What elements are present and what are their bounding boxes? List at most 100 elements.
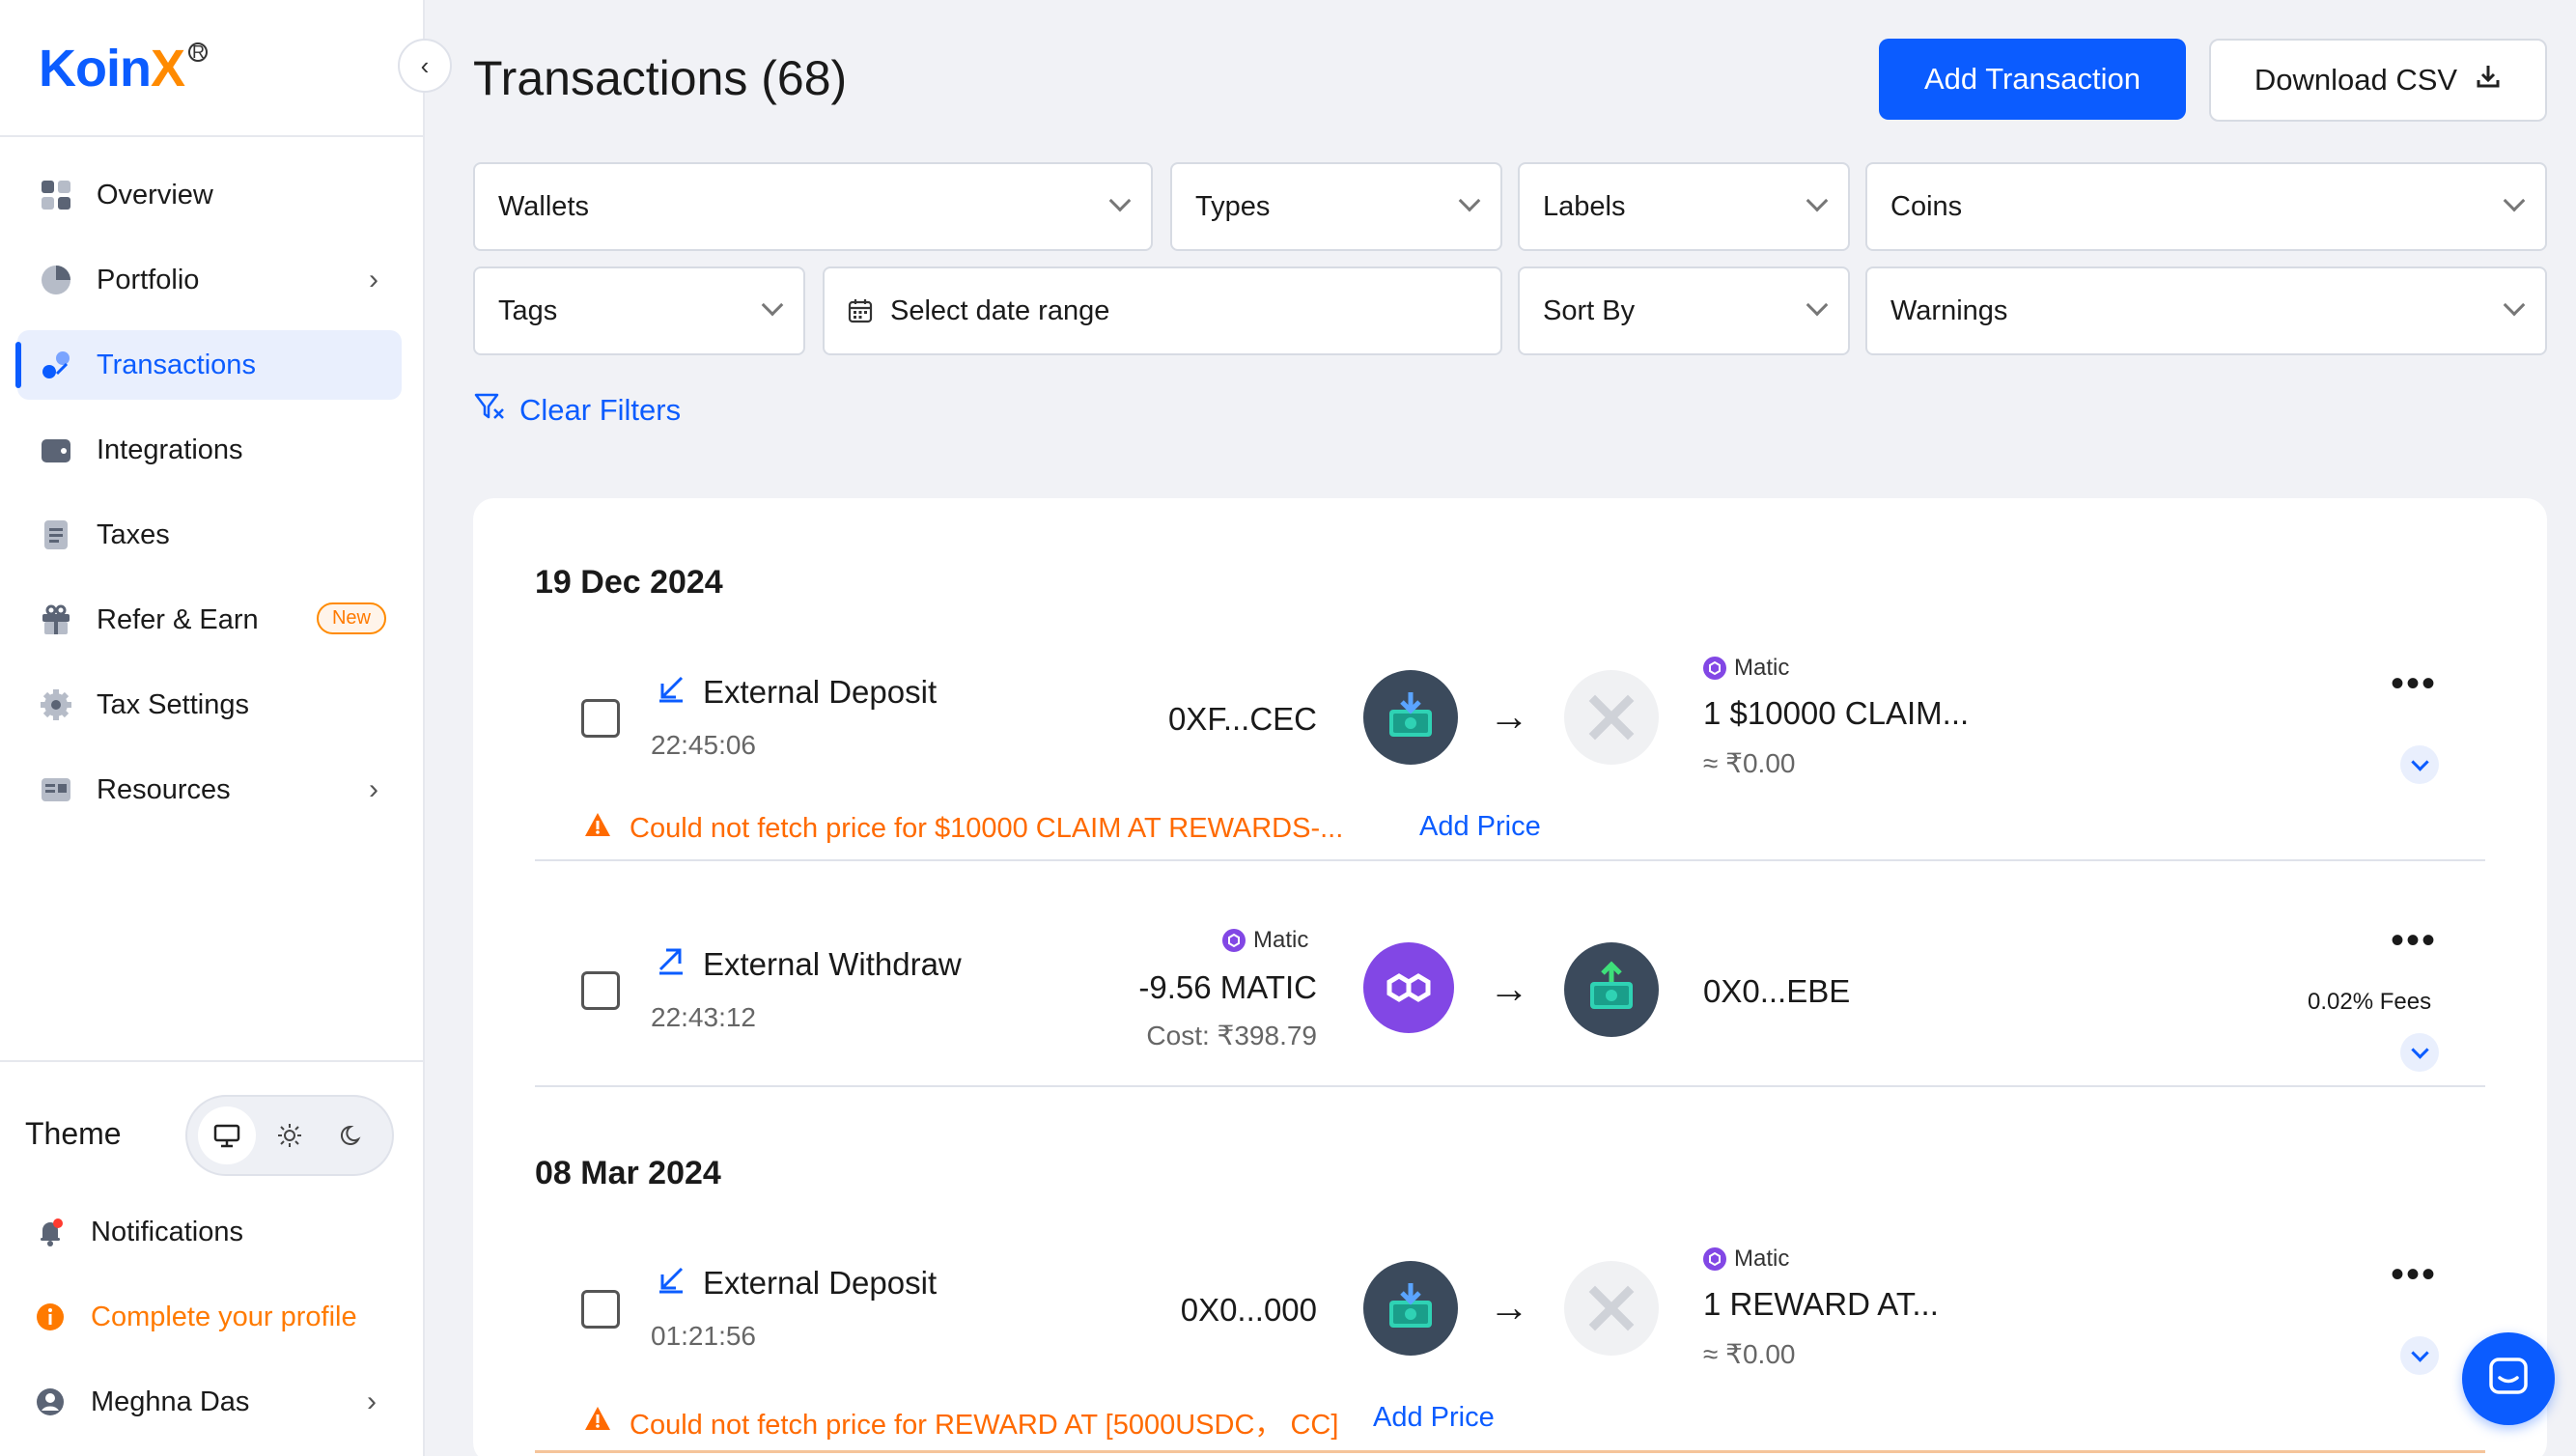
warning-text: Could not fetch price for REWARD AT [500… <box>630 1410 1339 1441</box>
matic-icon <box>1703 657 1726 680</box>
row-checkbox[interactable] <box>581 971 620 1010</box>
sidebar-item-tax-settings[interactable]: Tax Settings <box>17 670 402 740</box>
arrow-right-icon: → <box>1489 966 1529 1011</box>
deposit-cash-icon <box>1363 1261 1458 1356</box>
tx-time: 22:45:06 <box>651 730 756 760</box>
sidebar-item-transactions[interactable]: Transactions <box>15 330 402 400</box>
date-group-header: 08 Mar 2024 <box>535 1155 721 1191</box>
notifications-label: Notifications <box>91 1216 243 1247</box>
labels-filter[interactable]: Labels <box>1518 162 1850 251</box>
add-price-link[interactable]: Add Price <box>1373 1402 1495 1433</box>
arrow-right-icon: → <box>1489 1284 1529 1330</box>
warnings-filter[interactable]: Warnings <box>1865 266 2547 355</box>
coins-filter[interactable]: Coins <box>1865 162 2547 251</box>
sidebar-item-label: Resources <box>97 773 231 805</box>
tx-from-address[interactable]: 0X0...000 <box>1180 1292 1317 1328</box>
tx-to-address[interactable]: 0X0...EBE <box>1703 973 1851 1009</box>
complete-profile-label: Complete your profile <box>91 1301 357 1332</box>
sort-by-label: Sort By <box>1543 294 1636 326</box>
deposit-cash-icon <box>1363 670 1458 765</box>
more-options-icon[interactable]: ••• <box>2391 662 2438 705</box>
row-checkbox[interactable] <box>581 1290 620 1329</box>
sidebar-item-integrations[interactable]: Integrations <box>17 415 402 485</box>
clear-filters-label: Clear Filters <box>519 393 682 427</box>
chain-label: Matic <box>1253 927 1309 953</box>
koinx-x-icon <box>1564 670 1659 765</box>
tx-from-address[interactable]: 0XF...CEC <box>1167 701 1317 737</box>
tx-to-value: ≈ ₹0.00 <box>1703 748 1796 778</box>
tx-time: 22:43:12 <box>651 1002 756 1032</box>
collapse-sidebar-button[interactable]: ‹ <box>398 39 452 93</box>
chevron-left-icon: ‹ <box>420 50 430 80</box>
complete-profile-link[interactable]: Complete your profile <box>33 1300 357 1334</box>
wallets-filter[interactable]: Wallets <box>473 162 1153 251</box>
sidebar-item-taxes[interactable]: Taxes <box>17 500 402 570</box>
sidebar-item-label: Taxes <box>97 518 170 550</box>
more-options-icon[interactable]: ••• <box>2391 919 2438 962</box>
sidebar-item-resources[interactable]: Resources › <box>17 755 402 825</box>
add-price-link[interactable]: Add Price <box>1419 811 1541 842</box>
user-profile[interactable]: Meghna Das › <box>33 1385 377 1419</box>
gift-icon <box>39 602 73 637</box>
more-options-icon[interactable]: ••• <box>2391 1253 2438 1296</box>
date-group-header: 19 Dec 2024 <box>535 564 723 601</box>
date-range-picker[interactable]: Select date range <box>823 266 1502 355</box>
info-icon <box>33 1300 68 1334</box>
row-checkbox[interactable] <box>581 699 620 738</box>
chain-label: Matic <box>1734 1246 1790 1272</box>
tx-to-amount: 1 $10000 CLAIM... <box>1703 695 1970 731</box>
chat-support-button[interactable] <box>2462 1332 2555 1425</box>
tx-fees: 0.02% Fees <box>2308 989 2432 1015</box>
calendar-icon <box>848 298 873 323</box>
sidebar-item-overview[interactable]: Overview <box>17 160 402 230</box>
chevron-right-icon: › <box>369 773 378 805</box>
types-filter[interactable]: Types <box>1170 162 1502 251</box>
chevron-down-icon <box>1806 189 1829 212</box>
avatar-icon <box>33 1385 68 1419</box>
tags-filter-label: Tags <box>498 294 558 326</box>
clear-filters-button[interactable]: Clear Filters <box>473 390 681 431</box>
koinx-logo[interactable]: KoinX R <box>39 39 209 98</box>
sun-icon[interactable] <box>261 1106 319 1164</box>
chain-tag: Matic <box>1703 1246 1789 1273</box>
tags-filter[interactable]: Tags <box>473 266 805 355</box>
arrow-up-right-icon <box>657 946 686 983</box>
transactions-card <box>473 498 2547 1456</box>
notifications-link[interactable]: Notifications <box>33 1215 243 1249</box>
chevron-down-icon <box>1108 189 1132 212</box>
monitor-icon[interactable] <box>197 1106 256 1164</box>
polygon-icon <box>1363 942 1454 1033</box>
sidebar-item-refer-earn[interactable]: Refer & Earn New <box>17 585 402 655</box>
withdraw-cash-icon <box>1564 942 1659 1037</box>
sidebar-item-label: Portfolio <box>97 264 200 295</box>
chain-tag: Matic <box>1222 927 1308 954</box>
arrow-down-left-icon <box>657 674 686 711</box>
chevron-down-icon <box>2503 189 2526 212</box>
tx-from-amount: -9.56 MATIC <box>1138 969 1317 1005</box>
chain-tag: Matic <box>1703 655 1789 682</box>
expand-row-button[interactable] <box>2400 745 2439 784</box>
page-title: Transactions (68) <box>473 51 848 105</box>
tx-type-label: External Withdraw <box>703 946 962 982</box>
theme-toggle <box>185 1095 394 1176</box>
moon-icon[interactable] <box>323 1106 381 1164</box>
expand-row-button[interactable] <box>2400 1336 2439 1375</box>
arrow-right-icon: → <box>1489 693 1529 739</box>
divider <box>535 1450 2485 1453</box>
tx-type: External Deposit <box>657 1265 937 1302</box>
theme-label: Theme <box>25 1116 122 1151</box>
expand-row-button[interactable] <box>2400 1033 2439 1072</box>
chevron-right-icon: › <box>367 1386 377 1417</box>
tx-to-amount: 1 REWARD AT... <box>1703 1286 1939 1322</box>
download-csv-button[interactable]: Download CSV <box>2209 39 2547 122</box>
sidebar-item-portfolio[interactable]: Portfolio › <box>17 245 402 315</box>
sort-by-filter[interactable]: Sort By <box>1518 266 1850 355</box>
add-transaction-button[interactable]: Add Transaction <box>1879 39 2186 120</box>
tx-to-value: ≈ ₹0.00 <box>1703 1339 1796 1369</box>
chevron-down-icon <box>1458 189 1481 212</box>
chain-label: Matic <box>1734 655 1790 681</box>
tx-type-label: External Deposit <box>703 1265 938 1301</box>
matic-icon <box>1222 929 1246 952</box>
types-filter-label: Types <box>1195 190 1271 222</box>
sidebar-item-label: Transactions <box>97 349 256 380</box>
